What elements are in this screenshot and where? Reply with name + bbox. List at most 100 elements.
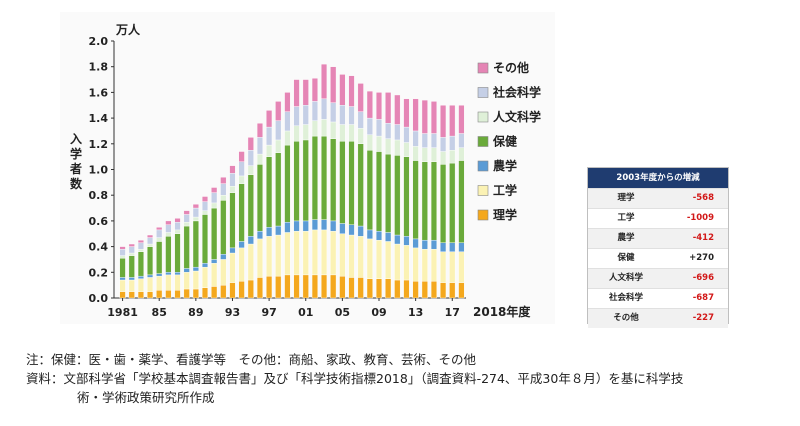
bar-segment [449, 251, 456, 283]
legend-swatch [477, 136, 489, 147]
bar-segment [147, 237, 154, 245]
bar-segment [302, 274, 309, 299]
bar-segment [421, 147, 428, 162]
bar-segment [357, 277, 364, 299]
change-table-row: 保健 +270 [588, 248, 728, 268]
change-table-label: 農学 [617, 233, 635, 243]
bar-segment [128, 246, 135, 254]
bar-segment [311, 274, 318, 299]
bar-segment [238, 281, 245, 299]
change-table-value: -412 [692, 233, 714, 243]
bar-segment [247, 150, 254, 166]
bar-segment [403, 98, 410, 128]
y-tick-label: 2.0 [89, 35, 109, 48]
change-table-label: 人文科学 [608, 273, 643, 283]
bar-segment [412, 98, 419, 132]
bar-segment [449, 150, 456, 164]
bar-segment [137, 275, 144, 279]
bar-segment [156, 275, 163, 291]
bar-segment [284, 130, 291, 146]
change-table-value: -568 [692, 193, 714, 203]
bar-segment [449, 162, 456, 243]
legend-label: 農学 [493, 158, 517, 173]
legend-label: 人文科学 [493, 109, 541, 124]
stacked-bar-chart: 0.0 0.2 0.4 0.6 0.8 1.0 1.2 1.4 1.6 1.8 2.0 1981 85 8… [69, 22, 541, 319]
x-tick-label: 85 [152, 306, 167, 319]
bar-segment [421, 239, 428, 250]
bar-segment [128, 279, 135, 292]
bar-segment [156, 273, 163, 277]
bar-segment [229, 185, 236, 193]
bar-segment [394, 234, 401, 245]
bar-segment [275, 120, 282, 141]
bar-segment [165, 224, 172, 233]
bar-segment [201, 201, 209, 211]
bar-segment [137, 291, 144, 299]
bar-segment [201, 263, 209, 268]
bar-segment [229, 282, 236, 299]
bar-segment [266, 156, 273, 228]
bar-segment [211, 187, 218, 193]
source-line: 資料：文部科学省「学校基本調査報告書」及び「科学技術指標2018」（調査資料-2… [26, 371, 684, 386]
bar-segment [321, 219, 328, 231]
bar-segment [449, 105, 456, 137]
change-table-value: +270 [689, 253, 714, 263]
bar-segment [275, 152, 282, 227]
bar-segment [238, 247, 245, 282]
change-table-label: 工学 [617, 213, 635, 223]
bar-segment [311, 219, 318, 231]
bar-segment [266, 144, 273, 157]
bar-segment [165, 236, 172, 273]
x-tick-label: 89 [188, 306, 203, 319]
bar-segment [357, 236, 364, 278]
bar-segment [174, 221, 181, 231]
bar-segment [293, 125, 300, 142]
bar-segment [183, 268, 190, 273]
bar-segment [421, 281, 428, 299]
bar-segment [220, 200, 227, 255]
bar-segment [137, 239, 144, 243]
bar-segment [174, 233, 181, 273]
chart-panel: 0.0 0.2 0.4 0.6 0.8 1.0 1.2 1.4 1.6 1.8 2.0 1981 85 8… [60, 12, 555, 324]
bar-segment [385, 241, 392, 279]
bar-segment [247, 243, 254, 281]
y-tick-label: 1.0 [89, 164, 109, 177]
bar-segment [302, 79, 309, 106]
y-tick-label: 0.6 [89, 215, 109, 228]
bar-segment [458, 133, 465, 148]
bar-segment [321, 63, 328, 100]
bar-segment [385, 153, 392, 233]
bar-segment [266, 126, 273, 146]
bar-segment [330, 102, 337, 123]
bar-segment [275, 139, 282, 153]
bar-segment [330, 230, 337, 276]
bar-segment [321, 274, 328, 299]
bar-segment [156, 229, 163, 238]
bar-segment [375, 230, 383, 241]
bar-segment [348, 277, 355, 299]
bar-segment [256, 137, 263, 155]
bar-segment [440, 164, 447, 243]
bar-segment [321, 98, 328, 120]
x-tick-label: 17 [445, 306, 460, 319]
bar-segment [147, 234, 154, 238]
bar-segment [449, 135, 456, 151]
legend-swatch [477, 160, 489, 172]
bar-segment [403, 236, 410, 246]
bar-segment [339, 233, 346, 277]
bar-segment [229, 165, 236, 174]
x-tick-label: 09 [371, 306, 386, 319]
bar-segment [156, 290, 163, 299]
bar-segment [165, 274, 172, 291]
bar-segment [311, 229, 318, 276]
y-tick-label: 1.2 [89, 138, 109, 151]
x-axis-end-label: 2018年度 [473, 304, 531, 319]
bar-segment [375, 239, 383, 279]
bar-segment [430, 281, 437, 299]
bar-segment [147, 274, 154, 278]
bar-segment [458, 242, 465, 252]
bar-segment [330, 220, 337, 232]
bar-segment [394, 279, 401, 299]
bar-segment [311, 78, 318, 102]
